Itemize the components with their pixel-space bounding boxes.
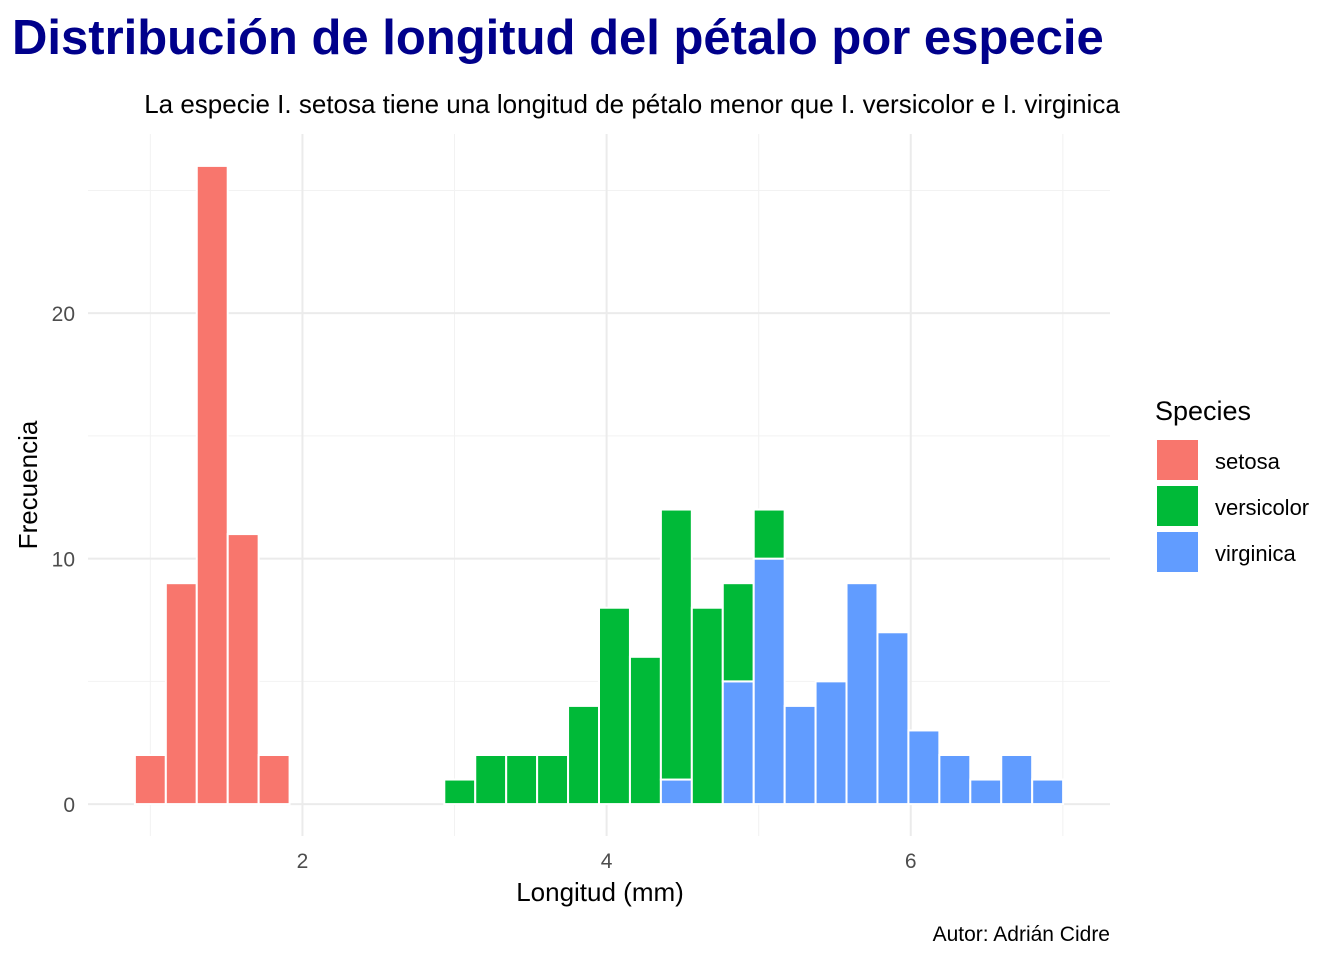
bar-setosa bbox=[164, 582, 198, 806]
bar-virginica bbox=[907, 729, 941, 806]
bar-versicolor bbox=[628, 655, 662, 806]
legend-label-virginica: virginica bbox=[1215, 541, 1296, 566]
chart-subtitle: La especie I. setosa tiene una longitud … bbox=[144, 89, 1120, 119]
bar-virginica bbox=[752, 557, 786, 806]
chart-title: Distribución de longitud del pétalo por … bbox=[12, 11, 1104, 65]
bar-versicolor bbox=[474, 754, 508, 806]
x-tick-label: 6 bbox=[905, 850, 917, 873]
bar-virginica bbox=[783, 704, 817, 806]
bars bbox=[133, 164, 1065, 806]
bar-versicolor bbox=[443, 778, 477, 806]
caption: Autor: Adrián Cidre bbox=[933, 923, 1110, 946]
bar-setosa bbox=[257, 754, 291, 806]
y-tick-label: 0 bbox=[63, 794, 75, 817]
bar-virginica bbox=[938, 754, 972, 806]
bar-versicolor bbox=[505, 754, 539, 806]
bar-virginica bbox=[1000, 754, 1034, 806]
bar-virginica bbox=[1031, 778, 1065, 806]
bar-versicolor bbox=[598, 606, 631, 806]
bar-versicolor bbox=[536, 754, 570, 806]
bar-versicolor bbox=[752, 508, 786, 560]
x-tick-label: 2 bbox=[297, 850, 309, 873]
bar-virginica bbox=[845, 582, 879, 806]
bar-versicolor bbox=[567, 704, 601, 806]
bar-virginica bbox=[969, 778, 1003, 806]
bar-versicolor bbox=[721, 582, 755, 683]
y-tick-label: 10 bbox=[52, 549, 75, 572]
bar-setosa bbox=[226, 533, 260, 806]
bar-versicolor bbox=[690, 606, 724, 806]
legend-swatch-versicolor bbox=[1157, 486, 1198, 526]
bar-virginica bbox=[721, 680, 755, 806]
y-axis-label: Frecuencia bbox=[13, 420, 43, 549]
bar-setosa bbox=[195, 164, 229, 806]
legend-title: Species bbox=[1155, 396, 1251, 426]
x-axis-label: Longitud (mm) bbox=[516, 877, 684, 907]
legend-swatch-virginica bbox=[1157, 532, 1198, 572]
tick-labels: 2 4 6 0 10 20 bbox=[52, 303, 917, 873]
bar-virginica bbox=[876, 631, 910, 806]
legend-label-setosa: setosa bbox=[1215, 449, 1281, 474]
legend-swatch-setosa bbox=[1157, 440, 1198, 480]
x-tick-label: 4 bbox=[601, 850, 613, 873]
legend-label-versicolor: versicolor bbox=[1215, 495, 1309, 520]
bar-virginica bbox=[814, 680, 848, 806]
legend: Species setosa versicolor virginica bbox=[1155, 396, 1309, 572]
y-tick-label: 20 bbox=[52, 303, 75, 326]
bar-versicolor bbox=[659, 508, 693, 781]
bar-virginica bbox=[659, 778, 693, 806]
bar-setosa bbox=[133, 754, 167, 806]
